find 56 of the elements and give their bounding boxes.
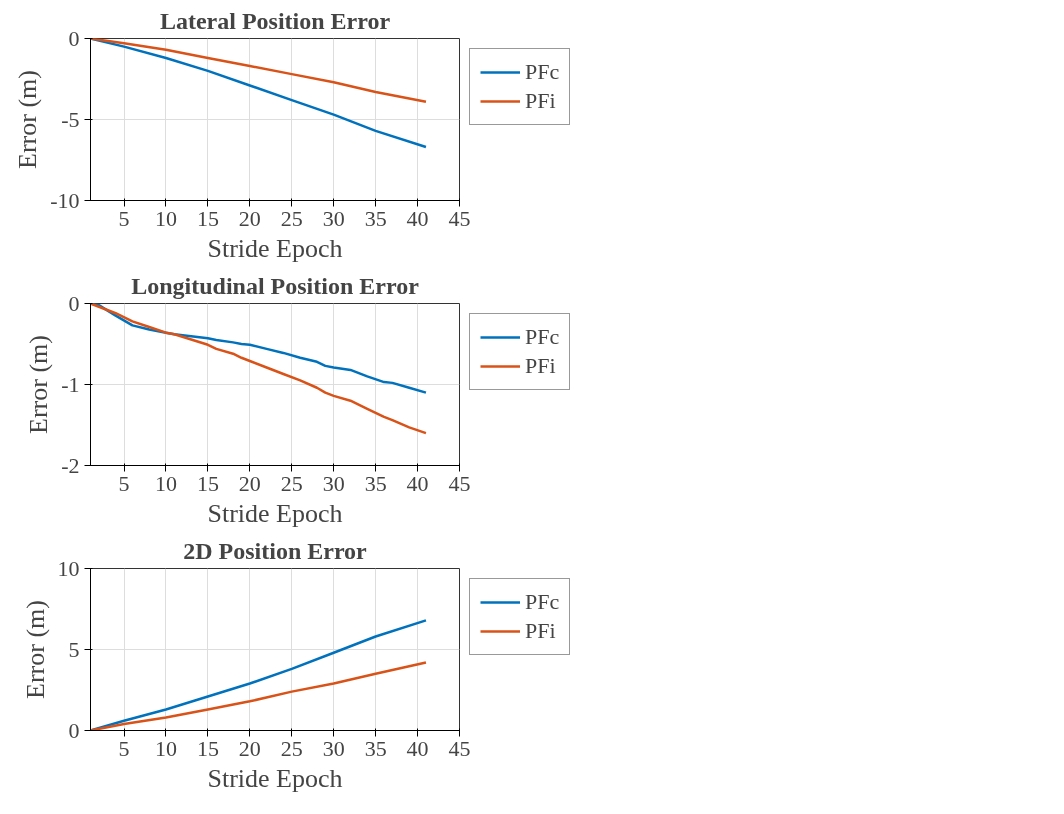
y-tick-label: 0 (68, 25, 80, 51)
x-tick-label: 15 (196, 205, 219, 231)
y-tick-label: 0 (68, 717, 80, 743)
x-tick-label: 40 (406, 470, 429, 496)
x-tick-label: 25 (280, 470, 303, 496)
x-tick-label: 15 (196, 735, 219, 761)
chart-title: 2D Position Error (183, 537, 368, 564)
x-tick-label: 40 (406, 205, 429, 231)
chart-title: Longitudinal Position Error (131, 272, 420, 299)
x-tick-label: 30 (322, 470, 345, 496)
x-tick-label: 5 (118, 735, 130, 761)
x-tick-label: 5 (118, 205, 130, 231)
x-tick-label: 15 (196, 470, 219, 496)
x-tick-label: 45 (448, 735, 471, 761)
x-tick-label: 30 (322, 735, 345, 761)
y-axis-title: Error (m) (13, 70, 43, 169)
x-tick-label: 10 (154, 470, 177, 496)
legend-label: PFc (525, 324, 560, 350)
legend-label: PFi (525, 353, 556, 379)
line-series (90, 303, 428, 435)
x-tick-label: 20 (238, 205, 261, 231)
x-tick-label: 10 (154, 205, 177, 231)
line-series (90, 38, 428, 103)
legend-label: PFc (525, 589, 560, 615)
x-tick-label: 40 (406, 735, 429, 761)
x-tick-label: 35 (364, 205, 387, 231)
y-axis-title: Error (m) (20, 600, 50, 699)
y-axis-title: Error (m) (24, 335, 54, 434)
x-tick-label: 45 (448, 205, 471, 231)
x-tick-label: 20 (238, 735, 261, 761)
x-tick-label: 35 (364, 470, 387, 496)
line-series (90, 619, 428, 731)
y-tick-label: -2 (61, 452, 80, 478)
y-tick-label: 10 (57, 555, 80, 581)
x-tick-label: 35 (364, 735, 387, 761)
x-axis-title: Stride Epoch (207, 498, 343, 528)
line-series (90, 38, 428, 149)
x-tick-label: 30 (322, 205, 345, 231)
x-tick-label: 25 (280, 735, 303, 761)
legend-label: PFi (525, 618, 556, 644)
x-tick-label: 45 (448, 470, 471, 496)
line-series (90, 661, 428, 731)
x-tick-label: 20 (238, 470, 261, 496)
x-tick-label: 25 (280, 205, 303, 231)
y-tick-label: -1 (61, 371, 80, 397)
chart-title: Lateral Position Error (159, 7, 391, 34)
x-axis-title: Stride Epoch (207, 763, 343, 793)
y-tick-label: 0 (68, 290, 80, 316)
y-tick-label: -10 (50, 187, 80, 213)
y-tick-label: -5 (61, 106, 80, 132)
x-tick-label: 10 (154, 735, 177, 761)
x-tick-label: 5 (118, 470, 130, 496)
y-tick-label: 5 (68, 636, 80, 662)
x-axis-title: Stride Epoch (207, 233, 343, 263)
legend-label: PFc (525, 59, 560, 85)
legend-label: PFi (525, 88, 556, 114)
